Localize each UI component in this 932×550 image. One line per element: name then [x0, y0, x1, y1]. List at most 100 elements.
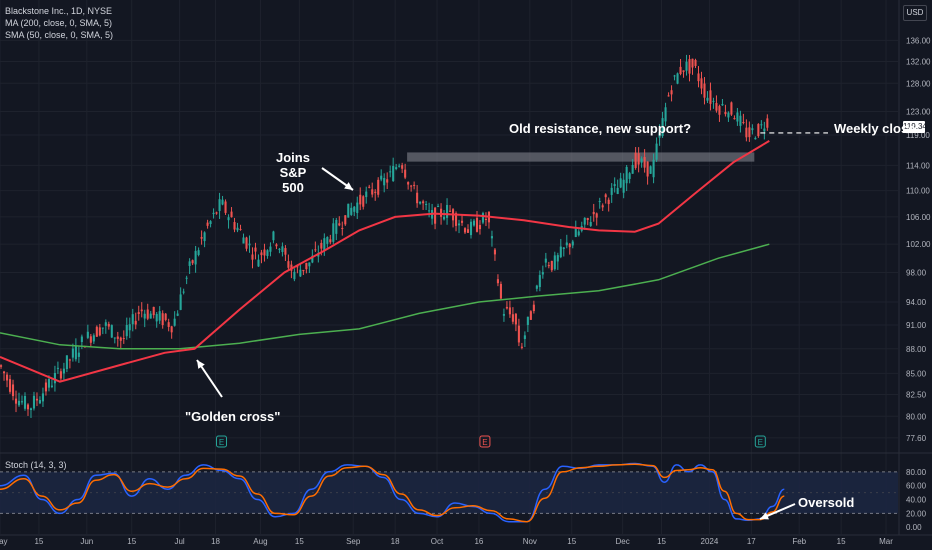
candle-body	[314, 249, 317, 251]
candle-body	[685, 61, 688, 71]
candle-body	[98, 327, 101, 336]
candle-body	[326, 237, 329, 244]
candle-body	[544, 258, 547, 263]
candle-body	[694, 59, 697, 66]
candle-body	[434, 207, 437, 224]
candle-body	[571, 241, 574, 246]
candle-body	[517, 325, 520, 343]
x-tick-label: 18	[211, 537, 220, 546]
x-tick-label: Mar	[879, 537, 893, 546]
x-tick-label: Jul	[174, 537, 184, 546]
candle-body	[119, 337, 122, 341]
candle-body	[541, 272, 544, 275]
candle-body	[493, 249, 496, 255]
candle-body	[706, 97, 709, 101]
candle-body	[383, 178, 386, 186]
earnings-marker	[754, 435, 766, 448]
candle-body	[41, 393, 45, 402]
y-tick-label: 128.00	[906, 79, 931, 88]
candle-body	[8, 379, 12, 392]
candle-body	[658, 131, 661, 138]
candle-body	[757, 124, 760, 137]
earnings-marker-label: E	[758, 438, 763, 447]
candle-body	[29, 408, 33, 411]
candle-body	[437, 205, 440, 207]
candle-body	[625, 166, 628, 184]
candle-body	[478, 225, 482, 230]
candle-body	[649, 166, 652, 174]
candle-body	[742, 122, 745, 124]
candle-body	[736, 112, 739, 122]
candle-body	[56, 367, 59, 369]
candle-body	[425, 203, 428, 205]
candle-body	[11, 384, 15, 397]
candle-body	[460, 220, 464, 223]
legend-title: Blackstone Inc., 1D, NYSE	[5, 6, 113, 16]
y-tick-label: 123.00	[906, 108, 931, 117]
arrow-oversold-head	[760, 512, 769, 520]
candle-body	[682, 70, 685, 72]
legend-ma200: MA (200, close, 0, SMA, 5)	[5, 18, 113, 28]
candle-body	[395, 167, 398, 170]
candle-body	[236, 227, 239, 231]
candle-body	[655, 143, 658, 160]
candle-body	[191, 260, 194, 264]
x-tick-label: 17	[747, 537, 756, 546]
candle-body	[335, 219, 338, 234]
candle-body	[532, 304, 535, 312]
annotation-joins-sp500: Joins S&P 500	[276, 150, 310, 195]
candle-body	[715, 102, 718, 111]
candle-body	[137, 312, 140, 315]
candle-body	[305, 262, 308, 270]
candle-body	[296, 266, 299, 268]
candle-body	[284, 248, 287, 255]
candle-body	[416, 192, 419, 204]
candle-body	[751, 128, 754, 131]
candle-body	[613, 184, 616, 187]
candle-body	[353, 206, 356, 212]
candle-body	[149, 313, 152, 319]
x-tick-label: Dec	[615, 537, 629, 546]
candle-body	[203, 232, 206, 242]
candle-body	[89, 336, 92, 343]
candle-body	[574, 228, 577, 238]
currency-button[interactable]: USD	[903, 5, 927, 21]
x-tick-label: 15	[127, 537, 136, 546]
candle-body	[188, 261, 191, 266]
candle-body	[398, 165, 401, 167]
candle-body	[293, 271, 296, 280]
candle-body	[299, 269, 302, 277]
candle-body	[74, 345, 77, 360]
sma50-line	[0, 140, 770, 383]
candle-body	[272, 231, 275, 241]
x-tick-label: Feb	[792, 537, 806, 546]
candle-body	[332, 223, 335, 242]
candle-body	[502, 314, 505, 316]
candle-body	[80, 336, 83, 343]
candle-body	[562, 247, 565, 249]
candle-body	[598, 201, 601, 203]
candle-body	[116, 336, 119, 339]
candle-body	[622, 179, 625, 193]
candle-body	[227, 217, 230, 221]
candle-body	[616, 187, 619, 194]
candle-body	[128, 324, 131, 331]
candle-body	[359, 194, 362, 205]
candle-body	[472, 220, 476, 226]
candle-body	[380, 175, 383, 180]
candle-body	[2, 371, 6, 374]
stoch-y-tick-label: 80.00	[906, 468, 927, 477]
candle-body	[526, 316, 529, 325]
candle-body	[601, 205, 604, 208]
candle-body	[679, 66, 682, 74]
stoch-k-line	[0, 462, 785, 523]
candle-body	[152, 306, 155, 316]
earnings-marker	[216, 435, 228, 448]
stoch-d-line	[0, 463, 785, 523]
candle-body	[131, 314, 134, 325]
candle-body	[173, 318, 176, 326]
y-tick-label: 136.00	[906, 36, 931, 45]
candle-body	[730, 102, 733, 115]
